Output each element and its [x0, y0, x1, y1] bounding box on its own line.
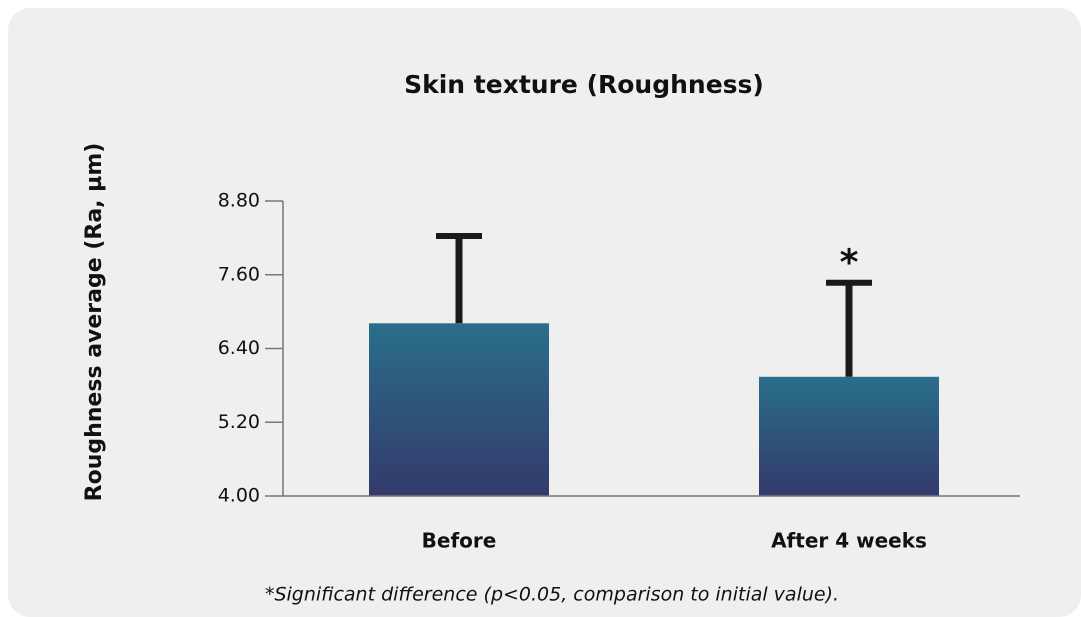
y-tick-label: 6.40	[218, 337, 260, 359]
chart-title: Skin texture (Roughness)	[404, 70, 764, 99]
x-tick-label: After 4 weeks	[771, 529, 927, 553]
footnote: *Significant difference (p<0.05, compari…	[265, 584, 839, 606]
bar	[759, 376, 939, 496]
significance-mark: *	[840, 243, 859, 284]
y-tick-label: 8.80	[218, 190, 260, 212]
x-tick-label: Before	[422, 529, 497, 553]
y-tick-label: 4.00	[218, 485, 260, 507]
card	[8, 8, 1081, 617]
bar	[369, 323, 549, 496]
error-bar	[436, 233, 482, 324]
error-bar	[826, 279, 872, 377]
y-tick-label: 5.20	[218, 411, 260, 433]
y-tick-label: 7.60	[218, 263, 260, 285]
y-axis-label: Roughness average (Ra, µm)	[82, 143, 107, 502]
